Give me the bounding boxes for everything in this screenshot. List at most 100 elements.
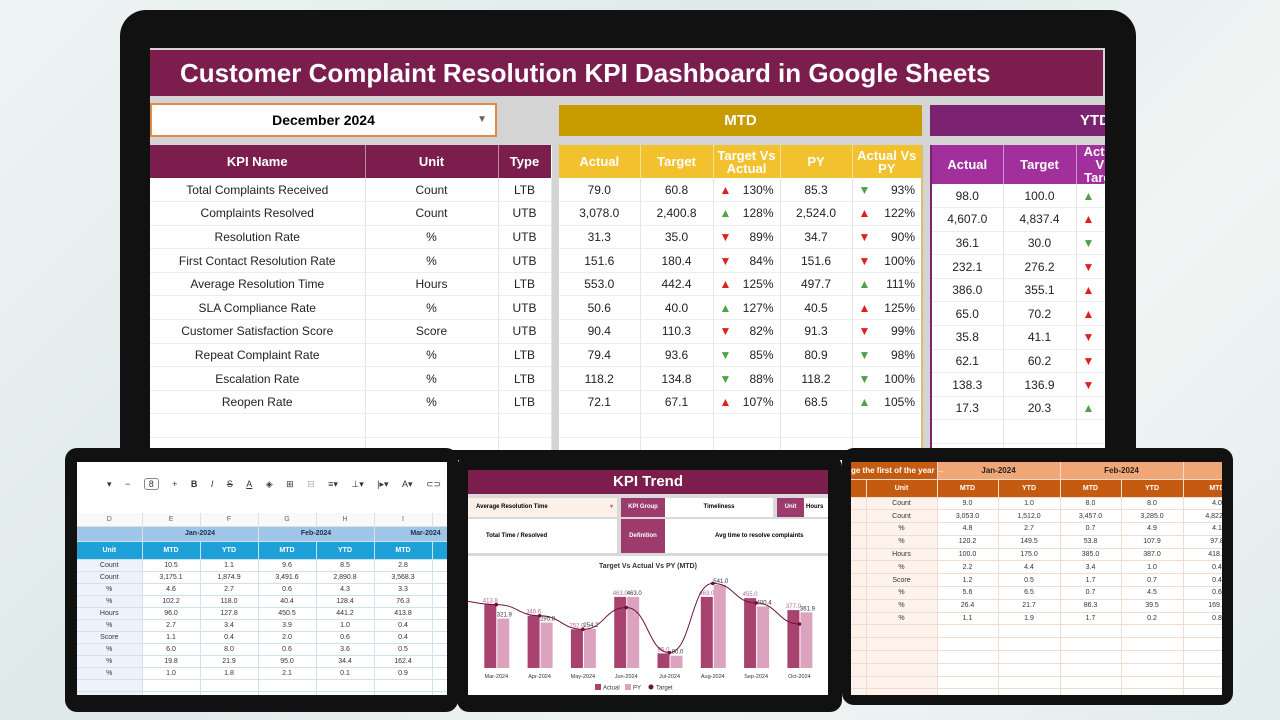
cell[interactable]: %	[866, 599, 938, 613]
table-row[interactable]: % 5.6 6.5 0.7 4.5 0.6	[851, 586, 1222, 600]
cell[interactable]: 0.4	[374, 619, 433, 632]
table-row[interactable]: Resolution Rate% UTB	[150, 225, 552, 250]
column-letter[interactable]: H	[316, 513, 375, 527]
cell[interactable]: 418.0	[1183, 548, 1222, 562]
cell[interactable]: 10.5	[142, 559, 201, 572]
cell[interactable]: %	[866, 522, 938, 536]
table-row[interactable]: Count 10.5 1.1 9.6 8.5 2.8	[77, 559, 447, 572]
cell[interactable]: 162.4	[374, 655, 433, 668]
cell[interactable]: 8.0	[200, 643, 259, 656]
cell[interactable]: 96.0	[142, 607, 201, 620]
borders-icon[interactable]: ⊞	[286, 479, 294, 489]
table-row[interactable]: 90.4 110.3 ▼ 82% 91.3 ▼ 99%	[559, 319, 923, 344]
cell[interactable]: 4.6	[142, 583, 201, 596]
cell[interactable]: %	[77, 655, 143, 668]
cell[interactable]: Hours	[77, 607, 143, 620]
cell[interactable]: 8.0	[1060, 497, 1122, 511]
cell[interactable]: 0.7	[1060, 586, 1122, 600]
cell[interactable]	[851, 535, 867, 549]
cell[interactable]: %	[77, 643, 143, 656]
cell[interactable]: 3.3	[374, 583, 433, 596]
cell[interactable]: Score	[77, 631, 143, 644]
cell[interactable]: 0.4	[1183, 560, 1222, 575]
cell[interactable]: 1.2	[937, 573, 999, 588]
cell[interactable]	[851, 612, 867, 626]
cell[interactable]: 9.0	[937, 497, 999, 511]
rotate-icon[interactable]: A▾	[402, 479, 413, 489]
cell[interactable]: 0.6	[258, 643, 317, 656]
cell[interactable]: 441.2	[316, 607, 375, 620]
cell[interactable]	[851, 522, 867, 536]
cell[interactable]: 3.9	[258, 619, 317, 632]
cell[interactable]: %	[77, 619, 143, 632]
cell[interactable]: 95.0	[258, 655, 317, 668]
cell[interactable]: 9.6	[258, 559, 317, 572]
cell[interactable]: 39.5	[1121, 599, 1184, 613]
cell[interactable]: 1.9	[998, 612, 1061, 626]
valign-icon[interactable]: ⊥▾	[351, 479, 364, 489]
cell[interactable]	[432, 607, 447, 620]
table-row[interactable]: 386.0 355.1 ▲	[931, 278, 1105, 303]
cell[interactable]: 0.6	[316, 631, 375, 644]
strikethrough-icon[interactable]: S	[226, 479, 233, 489]
table-row[interactable]: 4,607.0 4,837.4 ▲	[931, 207, 1105, 232]
cell[interactable]: 4.0	[1183, 497, 1222, 511]
cell[interactable]: 149.5	[998, 535, 1061, 549]
cell[interactable]: 3.4	[200, 619, 259, 632]
table-row[interactable]: % 2.2 4.4 3.4 1.0 0.4	[851, 560, 1222, 575]
cell[interactable]: 0.7	[1060, 522, 1122, 536]
table-row[interactable]: 3,078.0 2,400.8 ▲ 128% 2,524.0 ▲ 122%	[559, 201, 923, 226]
cell[interactable]: 1.7	[1060, 573, 1122, 588]
cell[interactable]: 3.6	[316, 643, 375, 656]
column-letter[interactable]: G	[258, 513, 317, 527]
cell[interactable]: 120.2	[937, 535, 999, 549]
cell[interactable]	[432, 655, 447, 668]
cell[interactable]: 5.6	[937, 586, 999, 600]
decrease-font-icon[interactable]: −	[124, 479, 131, 489]
table-row[interactable]: 17.3 20.3 ▲	[931, 396, 1105, 421]
cell[interactable]: 6.5	[998, 586, 1061, 600]
cell[interactable]: 86.3	[1060, 599, 1122, 613]
table-row[interactable]: 138.3 136.9 ▼	[931, 372, 1105, 397]
cell[interactable]	[432, 571, 447, 584]
increase-font-icon[interactable]: +	[172, 479, 178, 489]
table-row[interactable]: Score 1.2 0.5 1.7 0.7 0.4	[851, 573, 1222, 588]
table-row[interactable]: 65.0 70.2 ▲	[931, 301, 1105, 327]
fill-color-icon[interactable]: ◈	[265, 479, 273, 489]
table-row[interactable]: Complaints Resolved Count UTB	[150, 201, 552, 226]
cell[interactable]: 4,822.0	[1183, 509, 1222, 524]
cell[interactable]: %	[866, 560, 938, 575]
cell[interactable]: 1.1	[142, 631, 201, 644]
cell[interactable]: 0.4	[1183, 573, 1222, 588]
table-row[interactable]: Reopen Rate% LTB	[150, 390, 552, 415]
cell[interactable]: 4.8	[937, 522, 999, 536]
cell[interactable]: 4.4	[998, 560, 1061, 575]
cell[interactable]: 2.2	[937, 560, 999, 575]
table-row[interactable]: Count 3,175.1 1,874.9 3,491.6 2,890.8 3,568.3	[77, 571, 447, 584]
cell[interactable]: 0.8	[1183, 612, 1222, 626]
cell[interactable]: 34.4	[316, 655, 375, 668]
cell[interactable]: 0.5	[998, 573, 1061, 588]
font-dropdown-icon[interactable]: ▾	[107, 479, 112, 489]
table-row[interactable]: 35.8 41.1 ▼	[931, 325, 1105, 350]
cell[interactable]: 387.0	[1121, 548, 1184, 562]
cell[interactable]: Count	[77, 571, 143, 584]
table-row[interactable]: Customer Satisfaction Score Score UTB	[150, 319, 552, 344]
table-row[interactable]: % 4.6 2.7 0.6 4.3 3.3	[77, 583, 447, 596]
cell[interactable]: 1.7	[1060, 612, 1122, 626]
table-row[interactable]: 79.4 93.6 ▼ 85% 80.9 ▼ 98%	[559, 343, 923, 368]
column-letter[interactable]: F	[200, 513, 259, 527]
cell[interactable]: Count	[77, 559, 143, 572]
align-icon[interactable]: ≡▾	[328, 479, 338, 489]
cell[interactable]	[432, 595, 447, 608]
cell[interactable]	[432, 559, 447, 572]
cell[interactable]: %	[77, 667, 143, 680]
cell[interactable]: 1,512.0	[998, 509, 1061, 524]
cell[interactable]: Hours	[866, 548, 938, 562]
cell[interactable]: 53.8	[1060, 535, 1122, 549]
cell[interactable]: 2,890.8	[316, 571, 375, 584]
cell[interactable]: 450.5	[258, 607, 317, 620]
